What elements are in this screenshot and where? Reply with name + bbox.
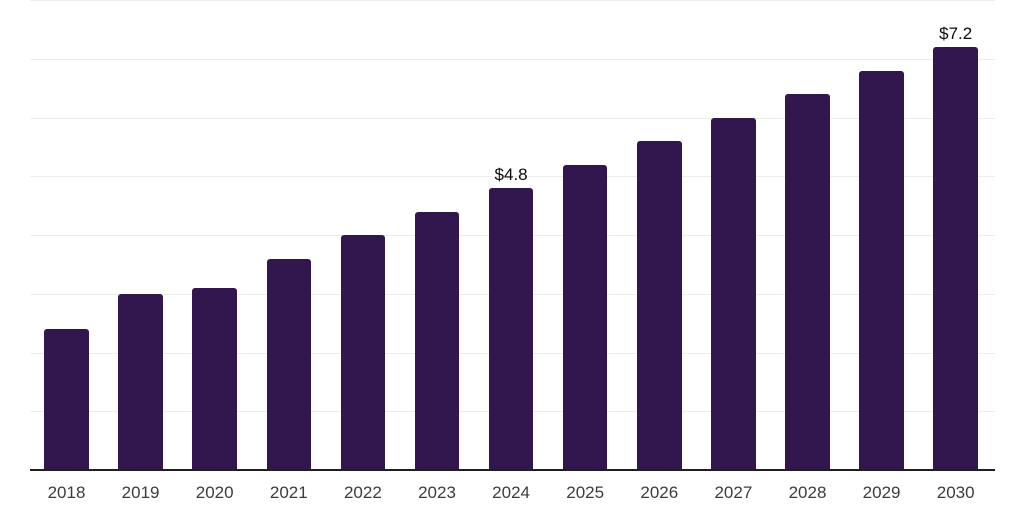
x-tick-label-2022: 2022 — [343, 483, 382, 502]
x-tick-label-2021: 2021 — [269, 483, 308, 502]
bar-2020 — [192, 287, 237, 470]
bar-value-label-2030: $7.2 — [939, 24, 973, 43]
bar-2028 — [785, 94, 830, 470]
bar-2018 — [44, 329, 89, 470]
x-tick-label-2025: 2025 — [566, 483, 605, 502]
x-tick-label-2027: 2027 — [714, 483, 753, 502]
bar-2027 — [711, 117, 756, 470]
bar-value-label-2024: $4.8 — [494, 165, 528, 184]
x-tick-label-2026: 2026 — [640, 483, 679, 502]
bar-2023 — [414, 211, 460, 470]
x-tick-label-2028: 2028 — [788, 483, 827, 502]
x-axis-line — [30, 469, 995, 471]
plot-area: $4.8 $7.2 — [30, 0, 995, 470]
bar-2029 — [859, 70, 904, 470]
x-tick-label-2019: 2019 — [121, 483, 160, 502]
bar-2024 — [488, 188, 534, 470]
gridline — [30, 176, 995, 178]
bar-2022 — [340, 235, 386, 470]
bar-2021 — [266, 258, 312, 470]
x-tick-label-2018: 2018 — [47, 483, 86, 502]
bar-2019 — [118, 293, 163, 470]
bar-2030 — [933, 47, 978, 470]
gridline — [30, 0, 995, 1]
x-tick-label-2023: 2023 — [418, 483, 456, 502]
gridline — [30, 117, 995, 119]
x-tick-label-2030: 2030 — [936, 483, 975, 502]
bar-2026 — [637, 141, 682, 470]
bar-2025 — [562, 164, 608, 470]
x-tick-label-2029: 2029 — [862, 483, 901, 502]
x-tick-label-2024: 2024 — [492, 483, 531, 502]
gridline — [30, 58, 995, 60]
x-tick-label-2020: 2020 — [195, 483, 234, 502]
